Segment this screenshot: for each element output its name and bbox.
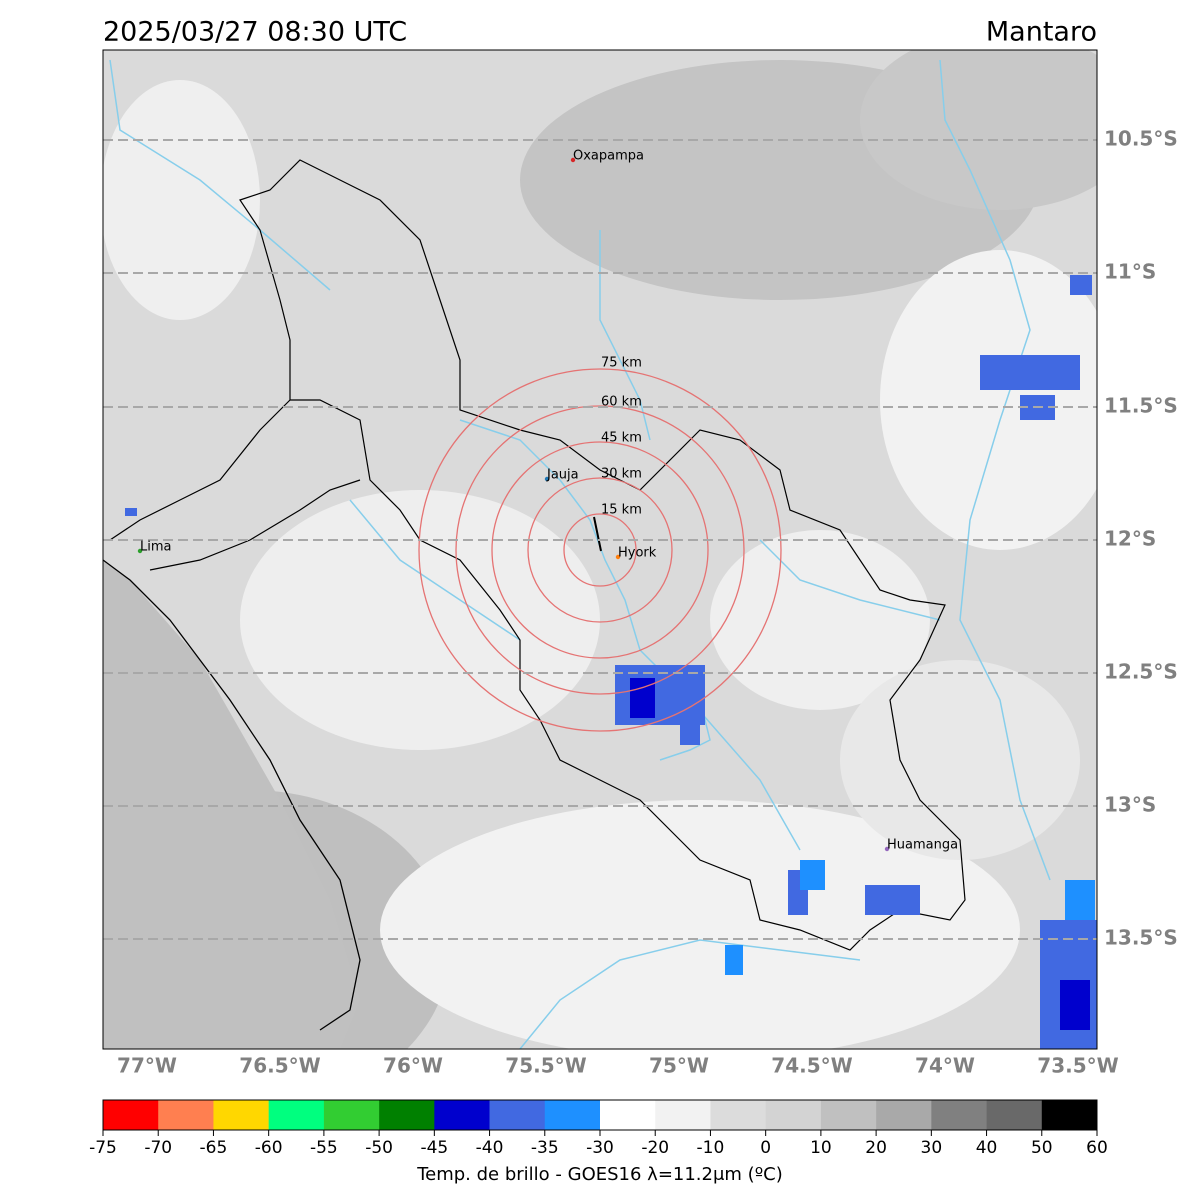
map: 10.5°S 11°S 11.5°S 12°S 12.5°S 13°S 13.5°S 77°W… [102, 49, 1178, 1078]
colorbar-segment [1041, 1100, 1098, 1130]
colorbar-segment [323, 1100, 380, 1130]
colorbar-tick-label: -70 [144, 1138, 172, 1158]
colorbar-tick-label: -40 [476, 1138, 504, 1158]
ring-label: 60 km [601, 395, 642, 410]
colorbar-segment [986, 1100, 1043, 1130]
colorbar-tick-label: 40 [976, 1138, 998, 1158]
colorbar-segment [158, 1100, 214, 1130]
lat-label: 13.5°S [1104, 926, 1178, 950]
colorbar-tick-label: 10 [810, 1138, 832, 1158]
place-marker [884, 846, 890, 852]
colorbar-segment [213, 1100, 269, 1130]
colorbar-tick-label: 30 [921, 1138, 943, 1158]
place-label: Hyork [618, 546, 657, 561]
colorbar-segment [655, 1100, 711, 1130]
place-marker [615, 554, 621, 560]
colorbar-segment [710, 1100, 766, 1130]
lon-label: 75.5°W [505, 1054, 586, 1078]
place-label: Jauja [546, 468, 579, 483]
colorbar-segment [379, 1100, 435, 1130]
lon-label: 74.5°W [771, 1054, 852, 1078]
colorbar-tick-label: -65 [200, 1138, 228, 1158]
ring-label: 30 km [601, 467, 642, 482]
colorbar-tick-label: -10 [697, 1138, 725, 1158]
colorbar-tick-label: -30 [586, 1138, 614, 1158]
place-label: Oxapampa [573, 149, 644, 164]
colorbar-segment [820, 1100, 877, 1130]
lon-label: 73.5°W [1037, 1054, 1118, 1078]
place-marker [570, 157, 576, 163]
colorbar-segment [765, 1100, 822, 1130]
colorbar-segment [489, 1100, 546, 1130]
colorbar-segment [434, 1100, 490, 1130]
place-marker [544, 476, 550, 482]
colorbar-tick-label: -35 [531, 1138, 559, 1158]
lon-label: 76.5°W [239, 1054, 320, 1078]
lat-label: 11.5°S [1104, 394, 1178, 418]
colorbar-tick-label: -60 [255, 1138, 283, 1158]
colorbar-tick-label: 60 [1086, 1138, 1108, 1158]
colorbar-segment [931, 1100, 987, 1130]
lat-label: 12°S [1104, 527, 1156, 551]
place-label: Lima [140, 540, 171, 555]
colorbar-segment [544, 1100, 601, 1130]
colorbar-tick-label: -45 [420, 1138, 448, 1158]
lon-label: 74°W [915, 1054, 975, 1078]
lat-label: 12.5°S [1104, 660, 1178, 684]
colorbar-segment [876, 1100, 932, 1130]
lon-label: 76°W [383, 1054, 443, 1078]
colorbar-segment [600, 1100, 656, 1130]
place-label: Huamanga [887, 838, 958, 853]
ring-label: 75 km [601, 356, 642, 371]
colorbar-tick-label: 50 [1031, 1138, 1053, 1158]
colorbar-tick-label: -50 [365, 1138, 393, 1158]
ring-label: 15 km [601, 503, 642, 518]
colorbar-label: Temp. de brillo - GOES16 λ=11.2μm (ºC) [416, 1164, 783, 1185]
lon-label: 77°W [117, 1054, 177, 1078]
title-region: Mantaro [986, 17, 1097, 48]
colorbar-tick-label: 20 [865, 1138, 887, 1158]
colorbar-segment [268, 1100, 325, 1130]
colorbar-tick-label: -20 [641, 1138, 669, 1158]
ring-label: 45 km [601, 431, 642, 446]
lat-label: 10.5°S [1104, 127, 1178, 151]
colorbar-tick-label: -55 [310, 1138, 338, 1158]
lat-label: 11°S [1104, 260, 1156, 284]
colorbar: -75 -70 -65 -60 -55 -50 -45 -40 -35 -30 -20 -10 0 10 2… [89, 1099, 1108, 1158]
colorbar-tick-label: 0 [760, 1138, 771, 1158]
colorbar-tick-label: -75 [89, 1138, 117, 1158]
lat-label: 13°S [1104, 793, 1156, 817]
title-datetime: 2025/03/27 08:30 UTC [103, 17, 407, 48]
colorbar-segment [103, 1100, 159, 1130]
lon-label: 75°W [649, 1054, 709, 1078]
place-marker [137, 548, 143, 554]
